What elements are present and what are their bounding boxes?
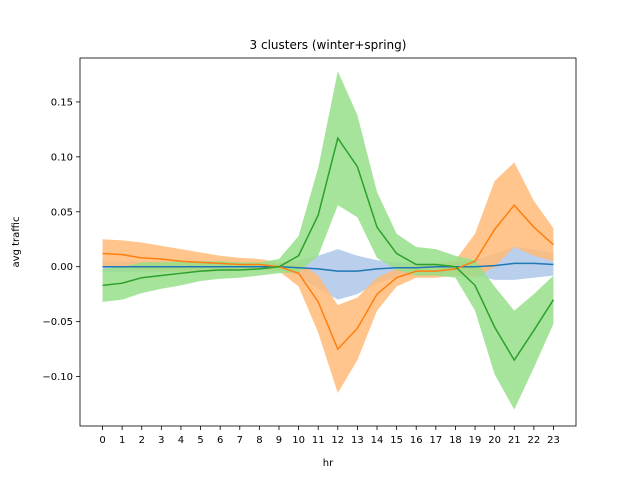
x-tick-label: 7 — [237, 435, 243, 446]
x-tick-label: 2 — [139, 435, 145, 446]
y-tick-label: 0.15 — [51, 97, 73, 108]
x-axis-label: hr — [323, 458, 334, 469]
x-tick-label: 18 — [449, 435, 462, 446]
x-tick-label: 3 — [158, 435, 164, 446]
x-tick-label: 4 — [178, 435, 184, 446]
y-axis-ticks: −0.10 −0.05 0.00 0.05 0.10 0.15 — [42, 97, 80, 383]
x-tick-label: 15 — [390, 435, 403, 446]
series-2-band — [102, 162, 554, 394]
series-1-line — [102, 262, 554, 272]
x-tick-label: 13 — [351, 435, 364, 446]
x-tick-label: 14 — [371, 435, 384, 446]
plot-frame — [79, 57, 577, 427]
x-tick-label: 16 — [410, 435, 423, 446]
x-tick-label: 9 — [276, 435, 282, 446]
series-3-line — [102, 136, 555, 362]
x-tick-label: 11 — [312, 435, 325, 446]
confidence-bands — [102, 71, 554, 410]
x-tick-label: 0 — [99, 435, 105, 446]
y-tick-label: 0.10 — [51, 152, 73, 163]
series-1-band — [102, 246, 554, 300]
x-tick-label: 22 — [527, 435, 540, 446]
chart-title: 3 clusters (winter+spring) — [250, 38, 407, 52]
x-tick-label: 8 — [256, 435, 262, 446]
x-tick-label: 6 — [217, 435, 223, 446]
y-tick-label: −0.05 — [42, 317, 73, 328]
y-axis-label: avg traffic — [11, 217, 22, 268]
x-axis-ticks: 0 1 2 3 4 5 6 7 8 9 10 11 12 13 14 15 16 17 18 19 20 21 22 23 — [99, 426, 560, 446]
x-tick-label: 12 — [331, 435, 344, 446]
series-3-band — [102, 71, 554, 410]
x-tick-label: 5 — [197, 435, 203, 446]
x-tick-label: 10 — [292, 435, 305, 446]
y-tick-label: −0.10 — [42, 372, 73, 383]
y-tick-label: 0.00 — [51, 262, 73, 273]
series-lines — [102, 136, 555, 362]
x-tick-label: 1 — [119, 435, 125, 446]
x-tick-label: 21 — [508, 435, 521, 446]
y-tick-label: 0.05 — [51, 207, 73, 218]
series-2-line — [102, 204, 554, 351]
x-tick-label: 23 — [547, 435, 560, 446]
x-tick-label: 20 — [488, 435, 501, 446]
x-tick-label: 19 — [469, 435, 482, 446]
x-tick-label: 17 — [429, 435, 442, 446]
